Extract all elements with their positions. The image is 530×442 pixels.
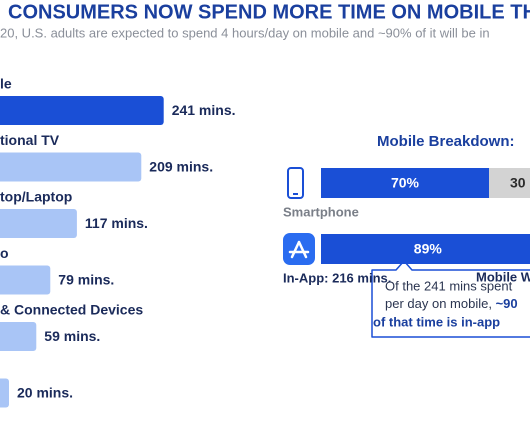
- category-label: o: [0, 245, 9, 261]
- segment-label: 70%: [391, 175, 420, 191]
- segment-annotation: Mobile W: [476, 269, 530, 284]
- segment: [321, 234, 530, 264]
- category-label: top/Laptop: [0, 189, 72, 205]
- bar: [0, 96, 164, 125]
- value-label: 59 mins.: [44, 328, 100, 344]
- bar: [0, 322, 37, 351]
- callout-box: [371, 260, 530, 338]
- callout-highlight: ~90: [496, 296, 518, 311]
- value-label: 241 mins.: [172, 102, 236, 118]
- bar: [0, 265, 51, 295]
- callout-line: per day on mobile, ~90: [385, 296, 518, 311]
- category-label: tional TV: [0, 132, 60, 148]
- category-label: le: [0, 76, 12, 92]
- segment-label: 30: [510, 175, 526, 191]
- segment: [489, 168, 530, 198]
- value-label: 79 mins.: [58, 272, 114, 288]
- breakdown-title: Mobile Breakdown:: [377, 133, 515, 150]
- value-label: 209 mins.: [149, 159, 213, 175]
- segment-label: 89%: [414, 241, 443, 257]
- value-label: 117 mins.: [85, 215, 148, 231]
- category-label: Smartphone: [283, 204, 359, 219]
- app-store-icon: [283, 233, 315, 265]
- smartphone-icon: [287, 167, 304, 199]
- bar: [0, 209, 77, 238]
- subtitle: 20, U.S. adults are expected to spend 4 …: [0, 25, 490, 40]
- title: CONSUMERS NOW SPEND MORE TIME ON MOBILE …: [8, 1, 530, 23]
- callout-line: Of the 241 mins spent: [385, 278, 513, 293]
- category-label: In-App: 216 mins.: [283, 270, 391, 285]
- callout-text: per day on mobile,: [385, 296, 492, 311]
- bar: [0, 378, 9, 408]
- callout-line: of that time is in-app: [373, 314, 500, 329]
- category-label: & Connected Devices: [0, 302, 143, 318]
- bar: [0, 152, 142, 182]
- value-label: 20 mins.: [17, 385, 73, 401]
- segment: [321, 168, 489, 198]
